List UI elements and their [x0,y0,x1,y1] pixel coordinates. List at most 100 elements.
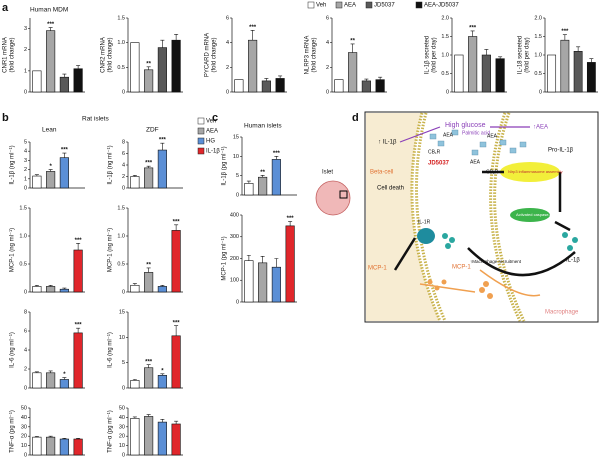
y-axis-label: (fold change) [212,37,218,72]
y-tick-label: 0.5 [117,65,125,71]
error-bar [48,169,53,172]
bar [130,418,140,456]
bar [32,286,42,293]
y-tick-label: 0 [24,289,27,295]
y-tick-label: 30 [119,424,125,430]
error-bar [48,27,53,31]
bar [258,176,268,196]
y-tick-label: 100 [230,278,239,284]
y-tick-label: 0 [24,89,27,95]
y-axis-label: IL-6 (ng ml⁻¹) [10,332,16,368]
significance: *** [159,138,167,144]
error-bar [160,142,165,151]
significance: *** [173,320,181,326]
significance: * [161,368,164,374]
legend-swatch [307,1,315,9]
title: Rat islets [82,116,109,123]
label: CB₁R [428,149,441,155]
y-axis-label: MCP-1 (pg ml⁻¹) [222,236,228,280]
label: Beta-cell [370,170,393,176]
bar [261,80,271,93]
error-bar [174,224,179,231]
y-axis-label: (fold change) [108,37,114,72]
label: IL-1β [566,258,580,264]
y-tick-label: 1.0 [19,233,27,239]
legend-label: JD5037 [374,3,395,9]
arrows [393,170,576,277]
y-tick-label: 0 [122,452,125,458]
label: Activated caspase-1 [516,212,553,217]
significance: *** [561,29,569,35]
label: AEA [487,133,498,139]
label: AEA [470,159,481,165]
y-axis-label: IL-6 (ng ml⁻¹) [108,332,114,368]
y-tick-label: 2.0 [441,15,449,21]
bar [275,78,285,93]
y-tick-label: 1.0 [441,52,449,58]
y-tick-label: 6 [122,151,125,157]
label: IL-1R [418,219,431,225]
error-bar [76,65,81,69]
y-tick-label: 10 [21,443,27,449]
bar [171,335,181,389]
label: CB₁R [486,169,499,175]
y-axis-label: (fold per day) [525,37,531,72]
error-bar [589,58,594,63]
y-axis-label: PYCARD mRNA [205,33,211,77]
error-bar [132,379,137,381]
y-tick-label: 0 [122,385,125,391]
significance: *** [47,22,55,28]
significance: ** [146,262,151,268]
significance: *** [287,216,295,222]
label: ↑ IL-1β [378,140,397,146]
y-tick-label: 4 [122,162,125,168]
bar [46,436,56,456]
error-bar [576,46,581,52]
y-tick-label: 30 [21,424,27,430]
error-bar [146,165,151,168]
bar [32,372,42,389]
error-bar [62,377,67,380]
title: Lean [42,127,57,134]
bar [59,288,69,293]
significance: *** [173,219,181,225]
y-tick-label: 50 [119,405,125,411]
title: Human MDM [30,7,68,14]
error-bar [76,242,81,250]
bar [32,175,42,189]
y-tick-label: 8 [122,139,125,145]
panel-label: b [2,112,9,124]
bar [361,80,371,93]
error-bar [288,221,293,226]
y-axis-label: CNR2 mRNA [101,37,107,73]
y-tick-label: 0 [122,185,125,191]
bar [157,421,167,456]
y-tick-label: 3 [24,26,27,32]
arrows-glucose [399,126,530,143]
diagram [364,111,599,323]
bar [248,39,258,93]
bar [32,436,42,456]
error-bar [48,284,53,287]
y-tick-label: 20 [21,434,27,440]
legend-swatch [415,1,423,9]
legend-swatch [335,1,343,9]
panel-label: c [212,112,218,124]
y-tick-label: 0 [122,89,125,95]
label: Macrophage [545,310,579,316]
y-tick-label: 5 [24,139,27,145]
bar [468,36,478,93]
y-tick-label: 5 [236,173,239,179]
y-tick-label: 10 [119,335,125,341]
y-tick-label: 3 [24,158,27,164]
label: Cell death [377,186,404,192]
error-bar [250,30,255,41]
significance: *** [249,25,257,31]
bar [144,272,154,293]
error-bar [264,78,269,81]
error-bar [132,416,137,419]
y-tick-label: 6 [326,15,329,21]
bar [32,70,42,93]
y-tick-label: 1.0 [534,52,542,58]
error-bar [160,418,165,423]
